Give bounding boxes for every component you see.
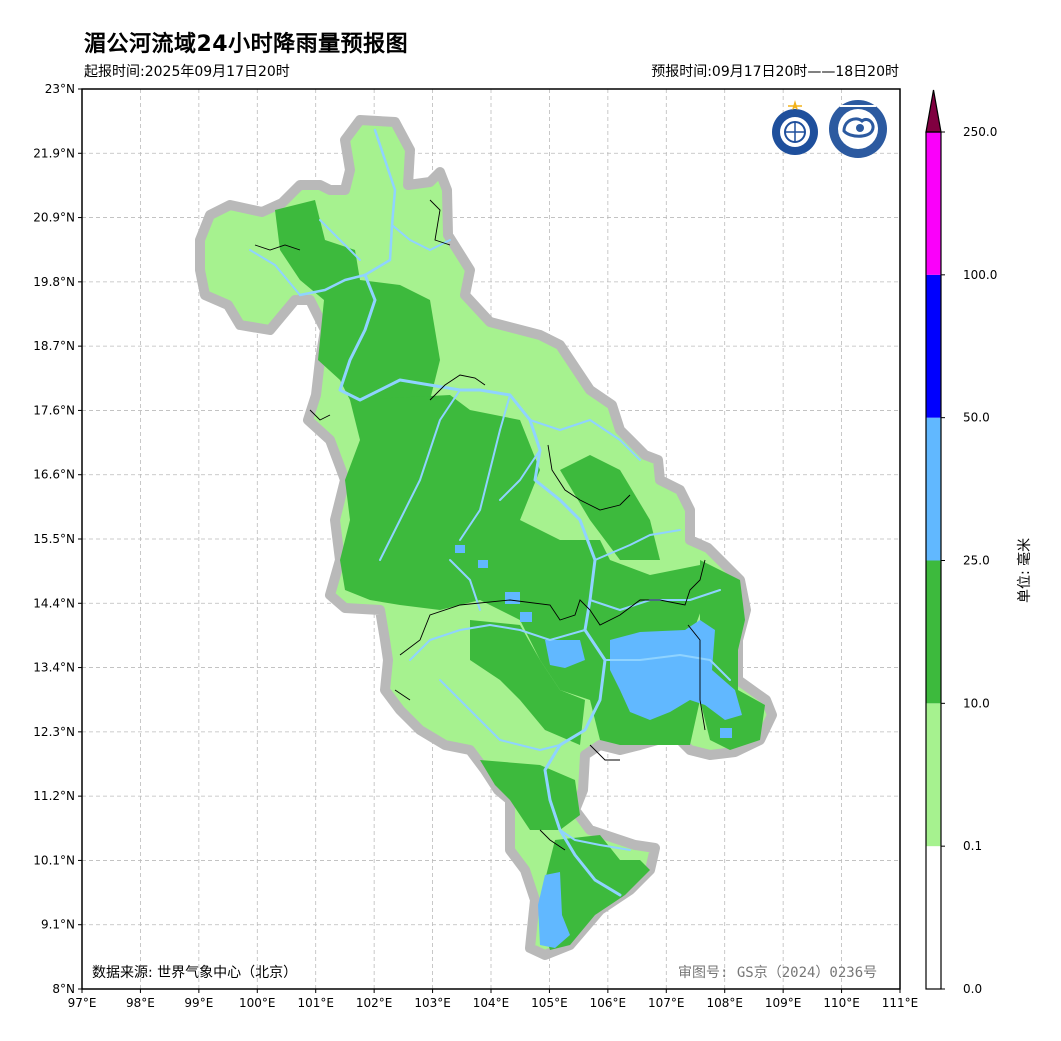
colorbar-tick-label: 25.0 — [963, 554, 990, 568]
colorbar-tick-label: 0.0 — [963, 982, 982, 996]
lat-tick-label: 8°N — [52, 982, 75, 996]
lat-tick-label: 19.8°N — [33, 275, 75, 289]
lat-tick-label: 23°N — [45, 82, 75, 96]
issue-time: 起报时间:2025年09月17日20时 — [84, 64, 290, 80]
lat-tick-label: 10.1°N — [33, 853, 75, 867]
colorbar-tick-label: 10.0 — [963, 696, 990, 710]
map-title: 湄公河流域24小时降雨量预报图 — [84, 32, 409, 57]
colorbar-segment — [926, 132, 941, 275]
lon-tick-label: 101°E — [297, 996, 334, 1010]
longitude-axis: 97°E 98°E 99°E 100°E 101°E 102°E 103°E 104°E 105… — [68, 989, 919, 1010]
colorbar-segment — [926, 417, 941, 561]
lon-tick-label: 98°E — [126, 996, 155, 1010]
agency-logos — [768, 98, 888, 160]
valid-time: 预报时间:09月17日20时——18日20时 — [651, 64, 899, 80]
colorbar: 0.0 0.1 10.0 25.0 50.0 100.0 250.0 — [925, 89, 997, 996]
lon-tick-label: 104°E — [473, 996, 510, 1010]
colorbar-segment — [926, 274, 941, 418]
lat-tick-label: 15.5°N — [33, 532, 75, 546]
data-source-note: 数据来源: 世界气象中心（北京） — [92, 965, 298, 981]
lon-tick-label: 99°E — [184, 996, 213, 1010]
lat-tick-label: 18.7°N — [33, 339, 75, 353]
lon-tick-label: 108°E — [706, 996, 743, 1010]
latitude-axis: 23°N 21.9°N 20.9°N 19.8°N 18.7°N 17.6°N 16.6°N… — [33, 82, 82, 996]
lat-tick-label: 20.9°N — [33, 211, 75, 225]
colorbar-tick-label: 100.0 — [963, 268, 997, 282]
lon-tick-label: 106°E — [590, 996, 627, 1010]
lon-tick-label: 109°E — [765, 996, 802, 1010]
colorbar-segment — [926, 703, 941, 847]
review-number: 审图号: GS京（2024）0236号 — [678, 965, 878, 981]
lon-tick-label: 105°E — [531, 996, 568, 1010]
rain-25-50-area — [455, 545, 742, 948]
lon-tick-label: 103°E — [414, 996, 451, 1010]
colorbar-segment — [926, 846, 941, 989]
lon-tick-label: 97°E — [68, 996, 97, 1010]
lat-tick-label: 12.3°N — [33, 725, 75, 739]
lat-tick-label: 17.6°N — [33, 403, 75, 417]
country-borders — [254, 199, 706, 851]
lat-tick-label: 16.6°N — [33, 468, 75, 482]
colorbar-tick-label: 250.0 — [963, 125, 997, 139]
lon-tick-label: 107°E — [648, 996, 685, 1010]
lat-tick-label: 11.2°N — [33, 789, 75, 803]
colorbar-segment — [926, 560, 941, 704]
colorbar-tick-label: 0.1 — [963, 839, 982, 853]
lat-tick-label: 9.1°N — [41, 918, 75, 932]
lat-tick-label: 13.4°N — [33, 661, 75, 675]
cma-emblem — [829, 100, 887, 158]
colorbar-tick-label: 50.0 — [963, 411, 990, 425]
lat-tick-label: 21.9°N — [33, 146, 75, 160]
lon-tick-label: 110°E — [823, 996, 860, 1010]
lon-tick-label: 100°E — [239, 996, 276, 1010]
colorbar-extend-arrow — [925, 89, 942, 133]
lon-tick-label: 102°E — [356, 996, 393, 1010]
lat-tick-label: 14.4°N — [33, 596, 75, 610]
wmo-emblem — [772, 100, 818, 155]
lon-tick-label: 111°E — [882, 996, 919, 1010]
colorbar-unit: 单位: 毫米 — [1017, 537, 1033, 603]
